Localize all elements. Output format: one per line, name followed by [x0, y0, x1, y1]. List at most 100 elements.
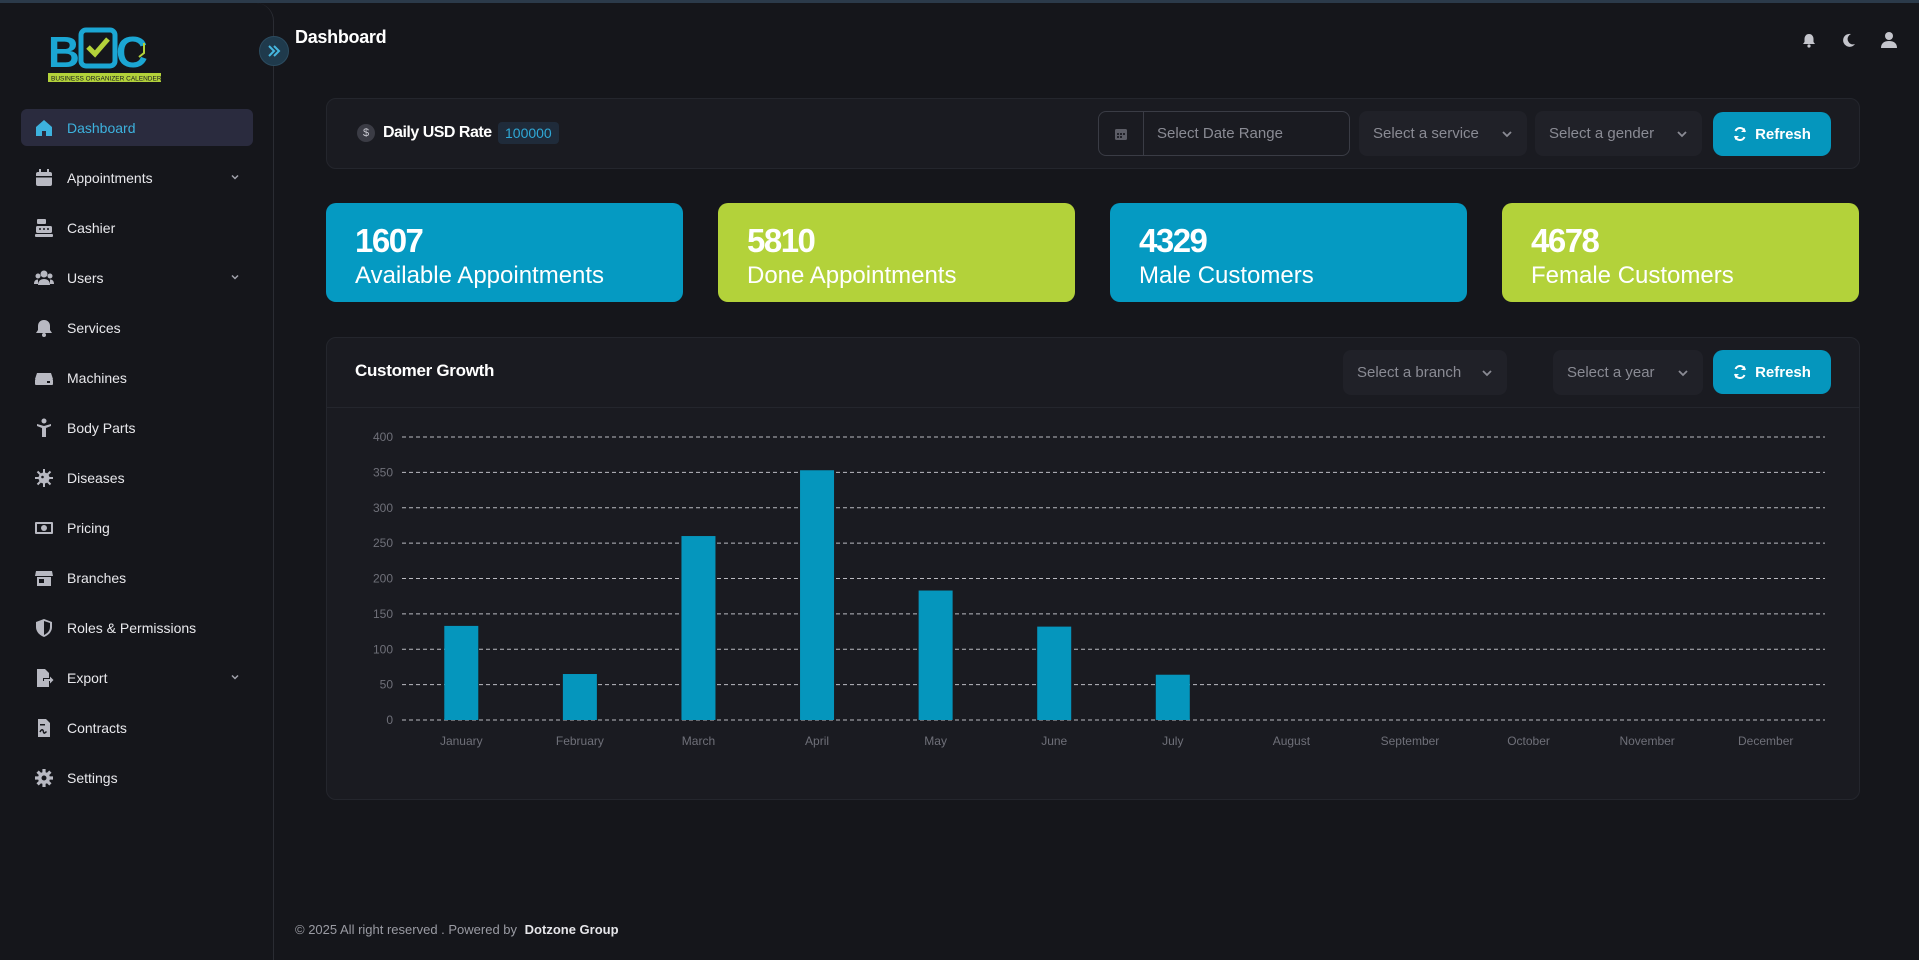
- usd-rate-label: Daily USD Rate: [383, 124, 492, 141]
- sidebar-item-label: Dashboard: [67, 119, 136, 136]
- stat-value: 5810: [747, 222, 816, 259]
- x-tick-label: August: [1273, 734, 1311, 748]
- y-tick-label: 300: [373, 501, 393, 515]
- sidebar-item-label: Services: [67, 319, 121, 336]
- calendar-icon[interactable]: [1099, 112, 1144, 155]
- sidebar-item-services[interactable]: Services: [21, 309, 253, 346]
- double-chevron-right-icon: [268, 45, 281, 57]
- x-tick-label: January: [440, 734, 483, 748]
- chevron-down-icon: [1482, 370, 1492, 377]
- gender-select-placeholder: Select a gender: [1549, 125, 1655, 142]
- svg-text:C: C: [116, 28, 148, 77]
- sidebar-item-users[interactable]: Users: [21, 259, 253, 296]
- page-title: Dashboard: [295, 27, 387, 47]
- sidebar-item-roles-permissions[interactable]: Roles & Permissions: [21, 609, 253, 646]
- bar-april: [800, 470, 835, 720]
- footer-text: © 2025 All right reserved . Powered by: [295, 922, 518, 937]
- branch-select[interactable]: Select a branch: [1343, 350, 1507, 395]
- bar-march: [681, 536, 716, 720]
- bar-january: [444, 625, 479, 720]
- gender-select[interactable]: Select a gender: [1535, 111, 1702, 156]
- gear-icon: [34, 768, 54, 788]
- bar-july: [1155, 674, 1190, 720]
- money-icon: [34, 518, 54, 538]
- svg-text:B: B: [48, 28, 80, 77]
- x-tick-label: February: [556, 734, 604, 748]
- year-select[interactable]: Select a year: [1553, 350, 1703, 395]
- header-actions: [1799, 30, 1899, 50]
- sidebar-item-label: Body Parts: [67, 419, 136, 436]
- sidebar-item-appointments[interactable]: Appointments: [21, 159, 253, 196]
- stat-value: 1607: [355, 222, 424, 259]
- customer-growth-chart: 0 50 100 150 200 250 300 350 400 January February M…: [373, 430, 1825, 748]
- chevron-down-icon: [1678, 370, 1688, 377]
- service-select-placeholder: Select a service: [1373, 125, 1479, 142]
- virus-icon: [34, 468, 54, 488]
- stat-label: Female Customers: [1531, 262, 1734, 290]
- body-icon: [34, 418, 54, 438]
- x-tick-label: April: [805, 734, 829, 748]
- chevron-down-icon[interactable]: [229, 171, 241, 183]
- dollar-icon: $: [357, 124, 375, 142]
- refresh-button[interactable]: Refresh: [1713, 112, 1831, 156]
- y-tick-label: 250: [373, 536, 393, 550]
- branch-select-placeholder: Select a branch: [1357, 364, 1462, 381]
- sidebar-item-export[interactable]: Export: [21, 659, 253, 696]
- x-tick-label: March: [682, 734, 715, 748]
- sidebar-item-diseases[interactable]: Diseases: [21, 459, 253, 496]
- bar-may: [918, 590, 953, 720]
- x-tick-label: June: [1041, 734, 1067, 748]
- bell-icon: [34, 318, 54, 338]
- bar-february: [562, 674, 597, 720]
- chart-title: Customer Growth: [355, 361, 495, 380]
- sidebar-item-label: Machines: [67, 369, 127, 386]
- calendar-icon: [34, 168, 54, 188]
- y-tick-label: 100: [373, 642, 393, 656]
- sidebar-item-branches[interactable]: Branches: [21, 559, 253, 596]
- x-tick-label: November: [1619, 734, 1674, 748]
- stat-card-available-appointments: 1607 Available Appointments: [326, 203, 683, 302]
- y-tick-label: 200: [373, 572, 393, 586]
- sidebar-item-label: Export: [67, 669, 108, 686]
- sidebar-item-body-parts[interactable]: Body Parts: [21, 409, 253, 446]
- stat-label: Available Appointments: [355, 262, 605, 290]
- sidebar-item-cashier[interactable]: Cashier: [21, 209, 253, 246]
- stat-card-male-customers: 4329 Male Customers: [1110, 203, 1467, 302]
- bell-icon[interactable]: [1799, 30, 1819, 50]
- sidebar-item-label: Branches: [67, 569, 127, 586]
- user-icon[interactable]: [1879, 30, 1899, 50]
- sidebar-toggle-button[interactable]: [259, 36, 289, 66]
- stat-card-done-appointments: 5810 Done Appointments: [718, 203, 1075, 302]
- sidebar-item-dashboard[interactable]: Dashboard: [21, 109, 253, 146]
- stat-card-female-customers: 4678 Female Customers: [1502, 203, 1859, 302]
- usd-rate-value: 100000: [498, 122, 559, 144]
- sidebar-item-pricing[interactable]: Pricing: [21, 509, 253, 546]
- stat-value: 4678: [1531, 222, 1600, 259]
- refresh-icon: [1734, 365, 1747, 379]
- sidebar-nav: Dashboard Appointments Cashier Users Service…: [21, 109, 253, 809]
- cash-register-icon: [34, 218, 54, 238]
- chevron-down-icon[interactable]: [229, 671, 241, 683]
- sidebar-item-machines[interactable]: Machines: [21, 359, 253, 396]
- app-logo[interactable]: B C BUSINESS ORGANIZER CALENDER: [48, 23, 166, 83]
- chart-refresh-button[interactable]: Refresh: [1713, 350, 1831, 394]
- date-range-picker[interactable]: Select Date Range: [1098, 111, 1350, 156]
- service-select[interactable]: Select a service: [1359, 111, 1527, 156]
- footer: © 2025 All right reserved . Powered by D…: [295, 922, 619, 937]
- stat-label: Done Appointments: [747, 262, 957, 290]
- store-icon: [34, 568, 54, 588]
- x-tick-label: May: [924, 734, 947, 748]
- bar-june: [1037, 626, 1072, 720]
- moon-icon[interactable]: [1839, 30, 1859, 50]
- refresh-icon: [1734, 127, 1747, 141]
- sidebar-item-contracts[interactable]: Contracts: [21, 709, 253, 746]
- date-range-input[interactable]: Select Date Range: [1157, 125, 1283, 142]
- chevron-down-icon[interactable]: [229, 271, 241, 283]
- y-tick-label: 150: [373, 607, 393, 621]
- sidebar-item-settings[interactable]: Settings: [21, 759, 253, 796]
- footer-company-link[interactable]: Dotzone Group: [524, 922, 619, 937]
- stat-label: Male Customers: [1139, 262, 1314, 290]
- sidebar-item-label: Users: [67, 269, 104, 286]
- file-export-icon: [34, 668, 54, 688]
- x-tick-label: October: [1507, 734, 1550, 748]
